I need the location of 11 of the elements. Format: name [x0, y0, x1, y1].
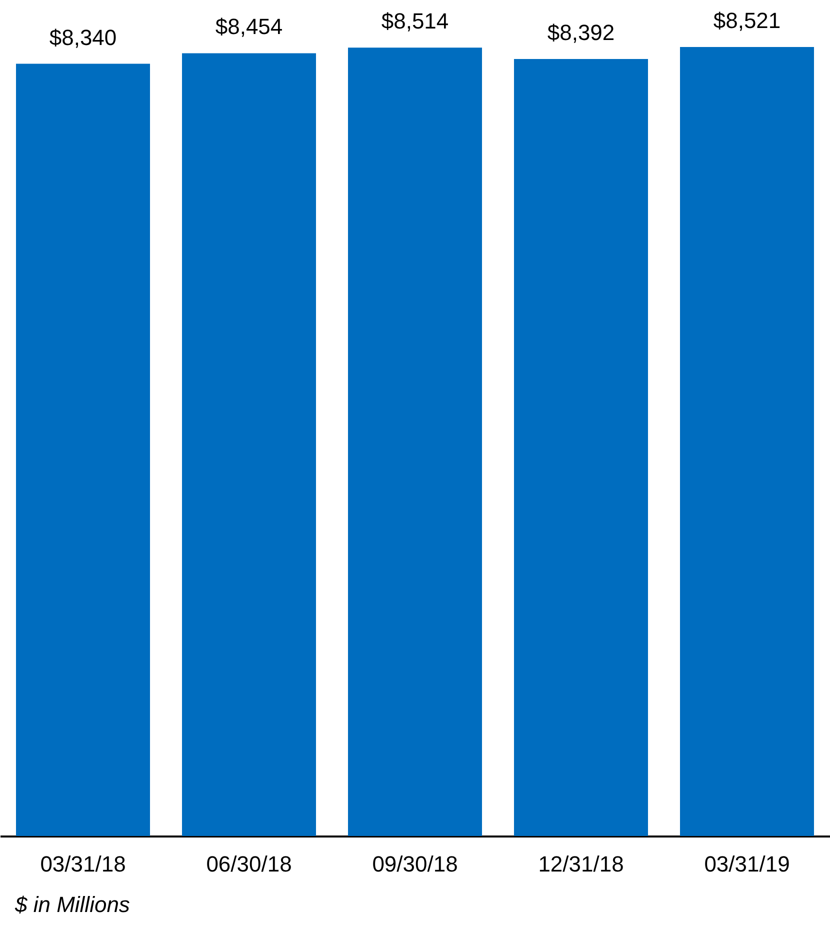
- x-tick-label: 03/31/19: [704, 852, 790, 876]
- data-label: $8,514: [381, 8, 449, 34]
- data-label: $8,454: [215, 14, 283, 40]
- x-tick-label: 03/31/18: [40, 852, 126, 876]
- x-tick-label: 12/31/18: [538, 852, 624, 876]
- x-tick-label: 09/30/18: [372, 852, 458, 876]
- x-tick-label: 06/30/18: [206, 852, 292, 876]
- data-label: $8,340: [49, 24, 117, 50]
- data-label: $8,521: [713, 8, 781, 33]
- data-label: $8,392: [547, 20, 615, 45]
- text: $ in Millions: [14, 892, 130, 917]
